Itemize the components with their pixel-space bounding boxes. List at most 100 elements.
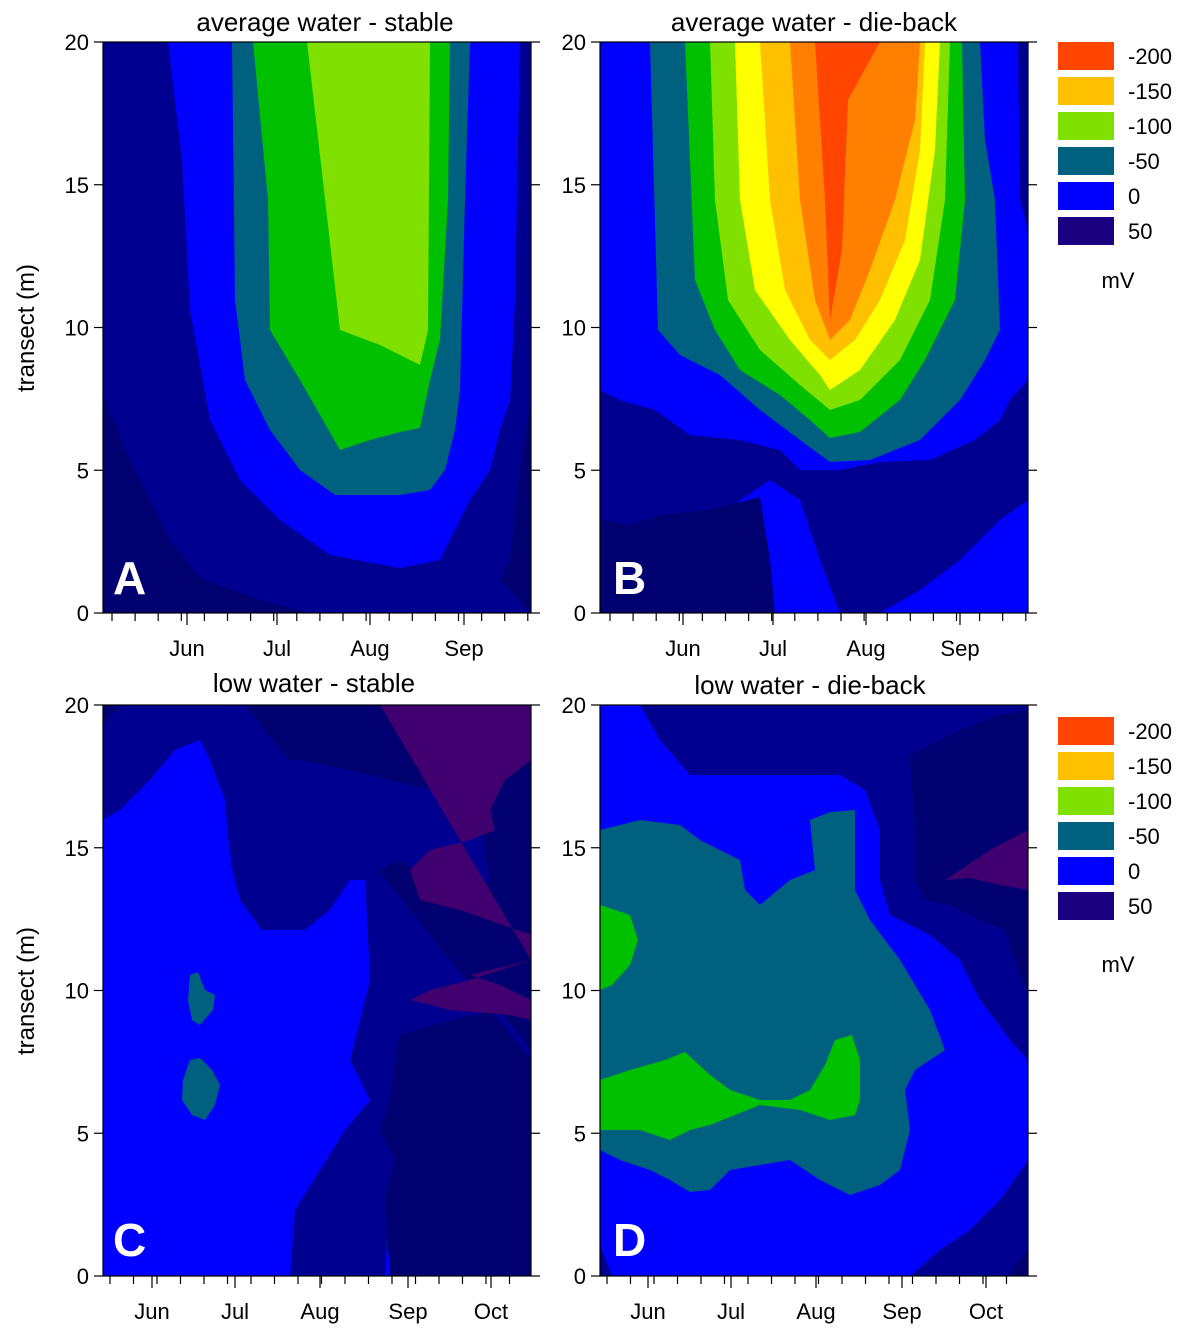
y-tick-label: 15 [65, 173, 89, 198]
x-tick-label: Aug [846, 636, 885, 661]
contour-fill [600, 905, 638, 990]
panel-c-xticks: Jun Jul Aug Sep Oct [109, 1276, 511, 1324]
contour-fill [182, 1058, 220, 1120]
contour-fill [380, 705, 531, 1020]
x-tick-label: Jul [263, 636, 291, 661]
y-tick-label: 10 [562, 979, 586, 1004]
legend-swatch [1058, 717, 1114, 745]
y-tick-label: 10 [65, 979, 89, 1004]
y-tick-label: 5 [77, 458, 89, 483]
y-tick-label: 20 [65, 693, 89, 718]
x-tick-label: Jun [665, 636, 700, 661]
panel-d-yticks: 0 5 10 15 20 [562, 693, 1037, 1289]
y-tick-label: 15 [562, 836, 586, 861]
contour-fill [103, 395, 310, 613]
panel-a-contours [103, 42, 531, 613]
contour-fill [600, 497, 775, 613]
legend-label: -50 [1128, 824, 1160, 849]
panel-b-contours [600, 42, 1028, 613]
panel-a-title: average water - stable [196, 7, 453, 37]
y-tick-label: 5 [77, 1121, 89, 1146]
x-tick-label: Sep [882, 1299, 921, 1324]
panel-a-ylabel: transect (m) [13, 264, 40, 392]
legend-swatch [1058, 892, 1114, 920]
x-tick-label: Sep [444, 636, 483, 661]
y-tick-label: 0 [77, 601, 89, 626]
contour-fill [910, 1160, 1028, 1276]
panel-a-xticks: Jun Jul Aug Sep [111, 613, 529, 661]
contour-fill [910, 710, 1028, 995]
panel-d-title: low water - die-back [694, 670, 926, 700]
legend-label: 50 [1128, 219, 1152, 244]
legend-swatch [1058, 217, 1114, 245]
y-tick-label: 10 [65, 316, 89, 341]
legend-unit: mV [1102, 268, 1135, 293]
legend-swatch [1058, 787, 1114, 815]
y-tick-label: 15 [65, 836, 89, 861]
legend-label: -100 [1128, 789, 1172, 814]
legend-top: -200 -150 -100 -50 0 50 mV [1058, 42, 1172, 293]
y-tick-label: 10 [562, 316, 586, 341]
contour-fill [945, 830, 1028, 890]
panel-c-contours [103, 705, 531, 1276]
legend-label: -150 [1128, 79, 1172, 104]
panel-c-yticks: 0 5 10 15 20 [65, 693, 540, 1289]
y-tick-label: 0 [77, 1264, 89, 1289]
panel-b-title: average water - die-back [671, 7, 958, 37]
contour-fill [600, 380, 1028, 613]
panel-c-ylabel: transect (m) [13, 927, 40, 1055]
contour-fill [103, 740, 370, 1276]
legend-label: -150 [1128, 754, 1172, 779]
legend-unit: mV [1102, 952, 1135, 977]
contour-fill [1018, 42, 1028, 230]
legend-label: -100 [1128, 114, 1172, 139]
legend-swatch [1058, 112, 1114, 140]
legend-label: -200 [1128, 719, 1172, 744]
panel-d-xticks: Jun Jul Aug Sep Oct [606, 1276, 1008, 1324]
contour-fill [307, 42, 430, 365]
panel-c-title: low water - stable [213, 668, 415, 698]
legend-swatch [1058, 857, 1114, 885]
legend-swatch [1058, 77, 1114, 105]
contour-fill [600, 1035, 860, 1140]
contour-fill [500, 400, 531, 613]
y-tick-label: 20 [562, 693, 586, 718]
panel-a-letter: A [113, 552, 146, 604]
contour-fill [815, 42, 880, 320]
panel-b-letter: B [613, 552, 646, 604]
legend-swatch [1058, 42, 1114, 70]
y-tick-label: 20 [562, 30, 586, 55]
x-tick-label: Aug [796, 1299, 835, 1324]
legend-label: 0 [1128, 184, 1140, 209]
x-tick-label: Jun [169, 636, 204, 661]
y-tick-label: 15 [562, 173, 586, 198]
contour-fill [1010, 1250, 1028, 1276]
legend-label: -50 [1128, 149, 1160, 174]
legend-label: 50 [1128, 894, 1152, 919]
y-tick-label: 5 [574, 458, 586, 483]
legend-label: 0 [1128, 859, 1140, 884]
legend-label: -200 [1128, 44, 1172, 69]
contour-fill [103, 705, 120, 725]
x-tick-label: Jul [759, 636, 787, 661]
contour-fill [600, 1245, 612, 1276]
y-tick-label: 5 [574, 1121, 586, 1146]
panel-d-contours [600, 705, 1028, 1276]
x-tick-label: Sep [940, 636, 979, 661]
panel-c: low water - stable C transect (m) 0 5 10 15… [13, 668, 540, 1324]
legend-swatch [1058, 752, 1114, 780]
panel-b-yticks: 0 5 10 15 20 [562, 30, 1037, 626]
panel-a-yticks: 0 5 10 15 20 [65, 30, 540, 626]
panel-b-xticks: Jun Jul Aug Sep [609, 613, 1027, 661]
x-tick-label: Jun [630, 1299, 665, 1324]
legend-swatch [1058, 822, 1114, 850]
legend-swatch [1058, 182, 1114, 210]
legend-swatch [1058, 147, 1114, 175]
panel-d: low water - die-back D 0 5 10 15 20 Jun Jul Au… [562, 670, 1037, 1324]
panel-a: average water - stable A transect (m) 0 5… [13, 7, 540, 661]
contour-fill [188, 972, 215, 1025]
x-tick-label: Aug [300, 1299, 339, 1324]
legend-bottom: -200 -150 -100 -50 0 50 mV [1058, 717, 1172, 977]
